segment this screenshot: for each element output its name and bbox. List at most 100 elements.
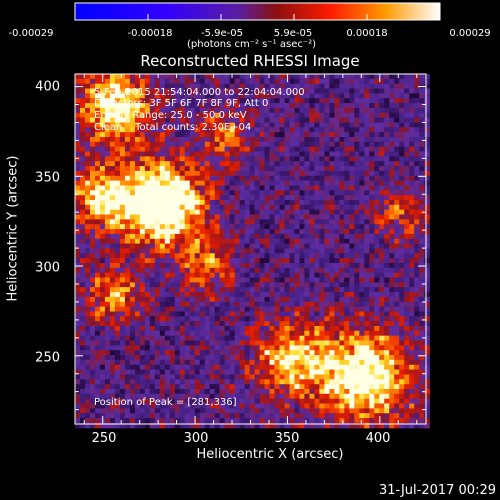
heatmap-cell xyxy=(399,258,405,264)
heatmap-cell xyxy=(224,127,231,133)
heatmap-cell xyxy=(394,107,400,114)
heatmap-cell xyxy=(85,117,91,124)
heatmap-cell xyxy=(269,200,276,206)
heatmap-cell xyxy=(344,88,350,94)
heatmap-cell xyxy=(334,355,340,361)
heatmap-cell xyxy=(269,209,276,216)
heatmap-cell xyxy=(149,253,156,259)
heatmap-cell xyxy=(124,408,131,414)
heatmap-cell xyxy=(319,403,325,409)
heatmap-cell xyxy=(159,272,166,279)
heatmap-cell xyxy=(329,369,335,376)
heatmap-cell xyxy=(334,83,340,90)
heatmap-cell xyxy=(294,306,301,313)
heatmap-cell xyxy=(424,350,430,356)
heatmap-cell xyxy=(144,306,151,313)
heatmap-cell xyxy=(134,282,141,288)
heatmap-cell xyxy=(389,122,395,128)
heatmap-cell xyxy=(424,340,430,346)
heatmap-cell xyxy=(289,233,296,240)
heatmap-cell xyxy=(124,335,131,342)
heatmap-cell xyxy=(259,146,266,153)
heatmap-cell xyxy=(284,369,291,376)
heatmap-cell xyxy=(409,335,415,342)
heatmap-cell xyxy=(249,321,256,327)
heatmap-cell xyxy=(309,229,315,235)
heatmap-cell xyxy=(324,219,330,225)
heatmap-cell xyxy=(364,379,370,385)
heatmap-cell xyxy=(144,359,151,366)
heatmap-cell xyxy=(189,83,196,90)
heatmap-cell xyxy=(189,330,196,337)
heatmap-cell xyxy=(379,253,385,259)
heatmap-cell xyxy=(319,326,325,332)
heatmap-cell xyxy=(379,263,385,269)
heatmap-cell xyxy=(374,374,380,380)
heatmap-cell xyxy=(75,88,81,94)
heatmap-cell xyxy=(309,408,315,414)
heatmap-cell xyxy=(364,103,370,109)
heatmap-cell xyxy=(424,103,430,109)
heatmap-cell xyxy=(189,403,196,409)
heatmap-cell xyxy=(239,185,246,191)
heatmap-cell xyxy=(209,156,216,162)
heatmap-cell xyxy=(174,243,181,250)
heatmap-cell xyxy=(374,330,380,337)
heatmap-cell xyxy=(224,311,231,317)
heatmap-cell xyxy=(379,374,385,380)
heatmap-cell xyxy=(219,330,226,337)
heatmap-cell xyxy=(139,335,146,342)
heatmap-cell xyxy=(374,74,380,80)
heatmap-cell xyxy=(95,350,101,356)
heatmap-cell xyxy=(229,170,236,177)
heatmap-cell xyxy=(139,238,146,245)
heatmap-cell xyxy=(324,103,330,109)
heatmap-cell xyxy=(134,248,141,254)
heatmap-cell xyxy=(129,413,136,419)
heatmap-cell xyxy=(114,379,121,385)
heatmap-cell xyxy=(114,132,121,138)
heatmap-cell xyxy=(389,282,395,288)
heatmap-cell xyxy=(259,238,266,245)
heatmap-cell xyxy=(169,287,176,293)
heatmap-cell xyxy=(104,301,111,308)
heatmap-cell xyxy=(304,122,310,128)
heatmap-cell xyxy=(274,408,281,414)
heatmap-cell xyxy=(95,301,101,308)
heatmap-cell xyxy=(209,107,216,114)
heatmap-cell xyxy=(239,267,246,274)
heatmap-cell xyxy=(409,214,415,220)
heatmap-cell xyxy=(90,204,96,211)
heatmap-cell xyxy=(174,350,181,356)
heatmap-cell xyxy=(90,238,96,245)
heatmap-cell xyxy=(119,238,126,245)
heatmap-cell xyxy=(299,355,306,361)
heatmap-cell xyxy=(219,185,226,191)
heatmap-cell xyxy=(179,78,186,85)
heatmap-cell xyxy=(329,238,335,245)
heatmap-cell xyxy=(309,258,315,264)
heatmap-cell xyxy=(124,263,131,269)
heatmap-cell xyxy=(414,243,420,250)
heatmap-cell xyxy=(409,146,415,153)
heatmap-cell xyxy=(279,204,286,211)
heatmap-cell xyxy=(95,190,101,196)
heatmap-cell xyxy=(259,233,266,240)
heatmap-cell xyxy=(179,345,186,351)
heatmap-cell xyxy=(114,389,121,395)
heatmap-cell xyxy=(399,408,405,414)
heatmap-cell xyxy=(134,161,141,167)
heatmap-cell xyxy=(264,258,271,264)
heatmap-cell xyxy=(80,141,86,148)
heatmap-cell xyxy=(109,233,116,240)
heatmap-cell xyxy=(85,127,91,133)
heatmap-cell xyxy=(424,311,430,317)
heatmap-cell xyxy=(364,156,370,162)
heatmap-cell xyxy=(279,326,286,332)
heatmap-cell xyxy=(219,379,226,385)
heatmap-cell xyxy=(419,335,425,342)
heatmap-cell xyxy=(329,258,335,264)
heatmap-cell xyxy=(309,340,315,346)
heatmap-cell xyxy=(284,248,291,254)
heatmap-cell xyxy=(309,137,315,143)
